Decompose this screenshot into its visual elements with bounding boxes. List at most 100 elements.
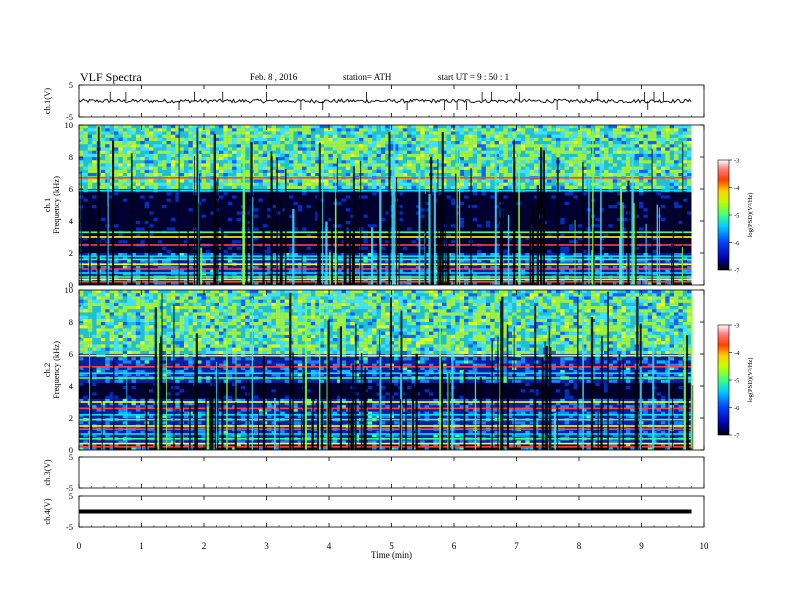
spectrum-cell (284, 331, 289, 335)
spectrum-cell (328, 144, 333, 148)
spectrum-cell (555, 137, 561, 141)
spectrum-cell (324, 125, 329, 129)
spectrum-cell (415, 128, 421, 132)
spectrum-cell (135, 405, 141, 409)
spectrum-cell (612, 173, 618, 177)
spectrum-cell (332, 182, 338, 186)
spectrum-cell (429, 392, 434, 396)
spectrum-cell (634, 128, 639, 132)
spectrum-cell (529, 256, 534, 260)
spectrum-cell (525, 334, 530, 338)
spectrum-cell (170, 265, 176, 269)
spectrum-cell (402, 246, 408, 250)
spectrum-cell (582, 157, 587, 161)
spectrum-cell (507, 137, 513, 141)
spectrum-cell (534, 128, 539, 132)
spectrum-cell (297, 182, 303, 186)
spectrum-cell (127, 395, 132, 399)
spectrum-cell (100, 370, 106, 374)
spectrum-cell (188, 179, 193, 183)
spectrum-cell (114, 169, 119, 173)
spectrum-cell (332, 363, 338, 367)
spectrum-cell (79, 357, 84, 361)
spectrum-cell (385, 334, 390, 338)
spectrum-cell (354, 137, 359, 141)
spectrum-cell (280, 182, 285, 186)
spectrum-cell (490, 150, 495, 154)
spectrum-cell (499, 141, 504, 145)
spectrum-cell (577, 141, 583, 145)
spectrum-cell (122, 253, 128, 257)
spectrum-cell (105, 363, 110, 367)
spectrum-cell (529, 402, 534, 406)
spectrum-cell (197, 134, 202, 138)
spectrum-cell (560, 179, 565, 183)
spectrum-streak (500, 220, 502, 285)
spectrum-cell (227, 341, 233, 345)
spectrum-cell (450, 125, 456, 129)
spectrum-cell (433, 141, 438, 145)
spectrum-streak (80, 171, 82, 285)
spectrum-cell (547, 281, 552, 285)
spectrum-cell (319, 125, 324, 129)
spectrum-cell (236, 150, 241, 154)
spectrum-cell (507, 414, 513, 418)
spectrum-cell (560, 281, 565, 285)
spectrum-streak (459, 158, 461, 285)
spectrum-cell (223, 363, 228, 367)
spectrum-cell (674, 169, 679, 173)
spectrum-cell (201, 160, 206, 164)
spectrum-cell (577, 341, 583, 345)
spectrum-cell (398, 256, 403, 260)
spectrum-cell (560, 334, 565, 338)
spectrum-cell (678, 259, 683, 263)
spectrum-cell (144, 357, 149, 361)
spectrum-cell (275, 163, 281, 167)
spectrum-cell (131, 331, 136, 335)
spectrum-cell (459, 405, 464, 409)
spectrum-cell (293, 147, 298, 151)
spectrum-cell (660, 373, 666, 377)
spectrum-cell (560, 249, 565, 253)
spectrum-cell (643, 344, 648, 348)
spectrum-cell (394, 392, 399, 396)
spectrum-streak (470, 168, 472, 285)
spectrum-cell (437, 153, 443, 157)
spectrum-cell (297, 173, 303, 177)
spectrum-cell (429, 144, 434, 148)
spectrum-cell (92, 405, 97, 409)
spectrum-cell (372, 373, 377, 377)
spectrum-cell (599, 259, 604, 263)
spectrum-cell (494, 408, 499, 412)
spectrum-cell (140, 147, 145, 151)
spectrum-cell (372, 366, 377, 370)
spectrum-cell (188, 265, 193, 269)
spectrum-cell (608, 166, 613, 170)
spectrum-cell (564, 131, 569, 135)
spectrum-cell (385, 166, 390, 170)
spectrum-cell (258, 334, 263, 338)
spectrum-cell (525, 160, 530, 164)
spectrum-cell (319, 179, 324, 183)
spectrum-cell (214, 150, 219, 154)
spectrum-streak (635, 205, 637, 285)
spectrum-cell (577, 182, 583, 186)
spectrum-cell (310, 334, 316, 338)
spectrum-cell (625, 125, 631, 129)
spectrum-cell (573, 195, 578, 199)
spectrum-cell (188, 153, 193, 157)
spectrum-cell (604, 169, 609, 173)
spectrum-cell (354, 434, 359, 438)
spectrum-cell (79, 163, 84, 167)
spectrum-cell (678, 125, 683, 129)
spectrum-streak (430, 156, 433, 285)
spectrum-cell (494, 430, 499, 434)
spectrum-cell (367, 163, 373, 167)
spectrum-cell (503, 131, 508, 135)
spectrum-cell (219, 411, 224, 415)
spectrum-cell (289, 179, 294, 183)
spectrum-cell (205, 128, 211, 132)
spectrum-cell (582, 338, 587, 342)
spectrum-cell (197, 443, 202, 447)
spectrum-cell (149, 125, 154, 129)
